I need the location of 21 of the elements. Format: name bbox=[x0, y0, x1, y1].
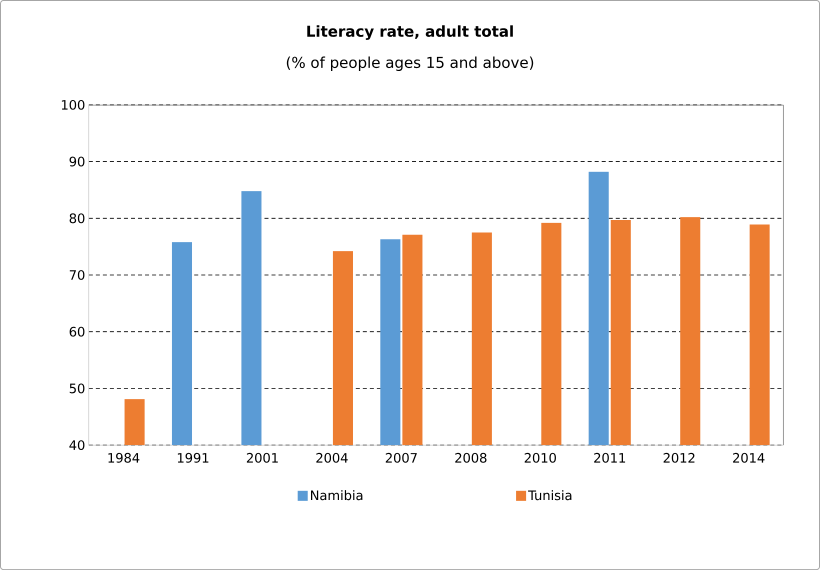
legend-label: Tunisia bbox=[528, 490, 572, 500]
y-tick-label: 40 bbox=[69, 440, 84, 450]
x-tick-label: 2007 bbox=[386, 452, 417, 463]
y-tick-label: 100 bbox=[62, 100, 84, 110]
x-tick-label: 1984 bbox=[108, 452, 140, 463]
y-tick-label: 50 bbox=[70, 383, 84, 394]
y-tick-label: 90 bbox=[70, 156, 84, 166]
x-tick-label: 2008 bbox=[455, 452, 486, 463]
x-tick-label: 1991 bbox=[178, 452, 208, 463]
x-tick-label: 2001 bbox=[246, 452, 278, 463]
y-tick-label: 70 bbox=[70, 270, 84, 280]
chart-title: Literacy rate, adult total bbox=[307, 25, 513, 40]
x-tick-label: 2010 bbox=[524, 452, 556, 463]
x-tick-label: 2004 bbox=[316, 452, 348, 463]
x-tick-label: 2012 bbox=[664, 452, 694, 463]
y-tick-label: 60 bbox=[70, 326, 84, 337]
chart-subtitle: (% of people ages 15 and above) bbox=[286, 56, 534, 71]
legend-label: Namibia bbox=[311, 490, 362, 500]
y-tick-label: 80 bbox=[70, 213, 84, 224]
x-tick-label: 2011 bbox=[594, 452, 626, 463]
x-tick-label: 2014 bbox=[733, 452, 764, 463]
